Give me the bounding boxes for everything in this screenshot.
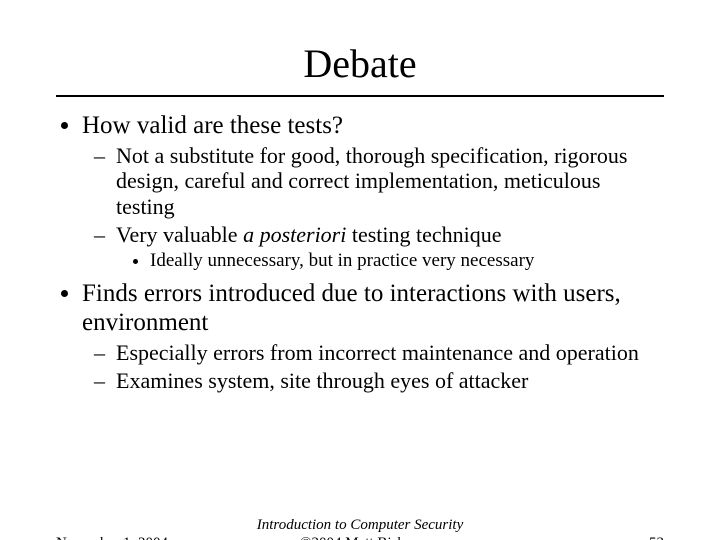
- bullet-1-2-a: Very valuable: [116, 222, 243, 247]
- bullet-2-text: Finds errors introduced due to interacti…: [82, 280, 621, 337]
- footer-center-line2: ©2004 Matt Bishop: [300, 535, 420, 540]
- bullet-list: How valid are these tests? Not a substit…: [56, 111, 664, 394]
- bullet-2: Finds errors introduced due to interacti…: [82, 279, 664, 394]
- slide-title: Debate: [0, 40, 720, 87]
- footer-center-line1: Introduction to Computer Security: [257, 517, 464, 533]
- bullet-1: How valid are these tests? Not a substit…: [82, 111, 664, 273]
- bullet-1-text: How valid are these tests?: [82, 112, 343, 139]
- bullet-1-2-1: Ideally unnecessary, but in practice ver…: [150, 250, 664, 272]
- footer-page-number: 53: [649, 535, 664, 540]
- bullet-2-1: Especially errors from incorrect mainten…: [116, 340, 664, 366]
- bullet-2-2: Examines system, site through eyes of at…: [116, 368, 664, 394]
- bullet-1-2-c: testing technique: [346, 222, 501, 247]
- bullet-1-2-sublist: Ideally unnecessary, but in practice ver…: [116, 250, 664, 272]
- bullet-1-1: Not a substitute for good, thorough spec…: [116, 143, 664, 221]
- slide: Debate How valid are these tests? Not a …: [0, 40, 720, 540]
- footer-center: Introduction to Computer Security ©2004 …: [56, 516, 664, 540]
- bullet-1-2: Very valuable a posteriori testing techn…: [116, 222, 664, 272]
- bullet-1-sublist: Not a substitute for good, thorough spec…: [82, 143, 664, 273]
- bullet-2-sublist: Especially errors from incorrect mainten…: [82, 340, 664, 394]
- bullet-1-2-italic: a posteriori: [243, 222, 346, 247]
- title-rule: [56, 95, 664, 97]
